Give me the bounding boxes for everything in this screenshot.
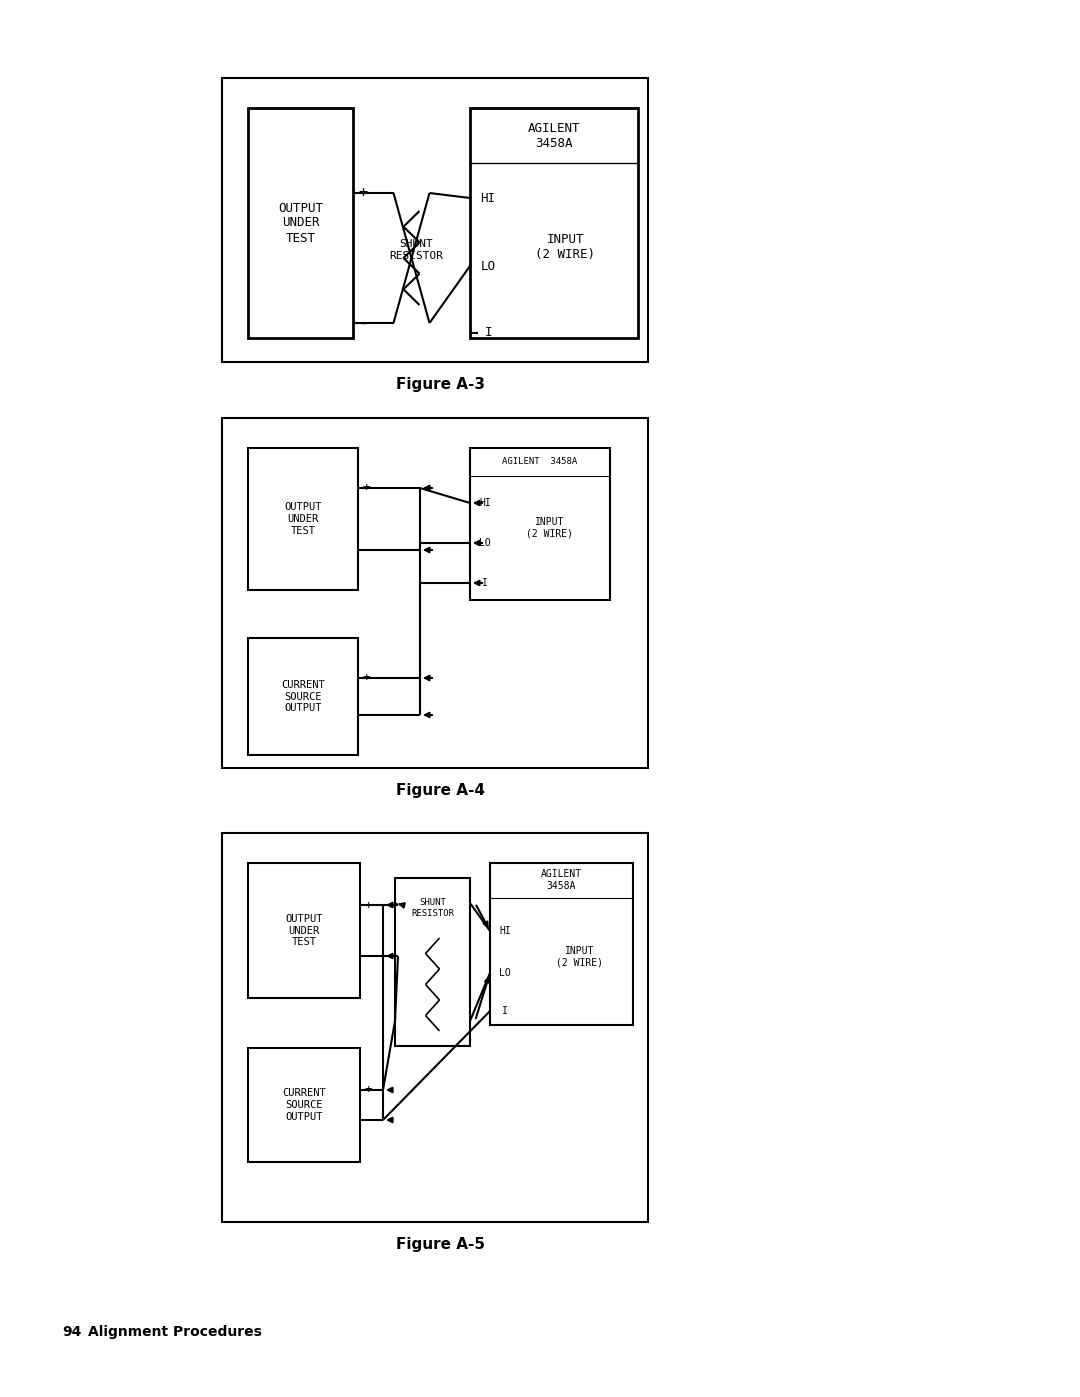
- Bar: [248, 863, 360, 997]
- Text: OUTPUT
UNDER
TEST: OUTPUT UNDER TEST: [284, 503, 322, 535]
- Text: I: I: [484, 327, 491, 339]
- Text: +: +: [362, 482, 369, 495]
- Text: HI: HI: [481, 191, 496, 204]
- Bar: [248, 448, 357, 590]
- Text: LO: LO: [480, 538, 491, 548]
- Bar: [248, 1048, 360, 1162]
- Text: OUTPUT
UNDER
TEST: OUTPUT UNDER TEST: [278, 201, 323, 244]
- Bar: [248, 108, 353, 338]
- Text: HI: HI: [499, 926, 511, 936]
- Text: CURRENT
SOURCE
OUTPUT: CURRENT SOURCE OUTPUT: [281, 680, 325, 712]
- Bar: [470, 448, 610, 599]
- Text: -: -: [359, 316, 367, 331]
- Text: INPUT
(2 WIRE): INPUT (2 WIRE): [527, 517, 573, 539]
- Text: LO: LO: [481, 260, 496, 272]
- Text: LO: LO: [499, 968, 511, 978]
- Text: CURRENT
SOURCE
OUTPUT: CURRENT SOURCE OUTPUT: [282, 1088, 326, 1122]
- Text: -: -: [364, 1113, 372, 1126]
- Text: -: -: [362, 708, 369, 721]
- Bar: [222, 78, 648, 362]
- Text: INPUT
(2 WIRE): INPUT (2 WIRE): [535, 233, 595, 261]
- Text: 94: 94: [62, 1324, 81, 1338]
- Text: I: I: [502, 1006, 508, 1016]
- Text: +: +: [364, 1084, 372, 1097]
- Text: Figure A-5: Figure A-5: [395, 1236, 485, 1252]
- Text: HI: HI: [480, 497, 491, 509]
- Bar: [222, 833, 648, 1222]
- Text: AGILENT
3458A: AGILENT 3458A: [528, 122, 580, 149]
- Text: +: +: [362, 672, 369, 685]
- Text: INPUT
(2 WIRE): INPUT (2 WIRE): [556, 946, 604, 968]
- Text: -: -: [364, 950, 372, 963]
- Bar: [222, 418, 648, 768]
- Text: Figure A-4: Figure A-4: [395, 782, 485, 798]
- Text: I: I: [482, 578, 488, 588]
- Text: OUTPUT
UNDER
TEST: OUTPUT UNDER TEST: [285, 914, 323, 947]
- Bar: [395, 877, 470, 1046]
- Text: Alignment Procedures: Alignment Procedures: [87, 1324, 261, 1338]
- Text: Figure A-3: Figure A-3: [395, 377, 485, 391]
- Text: +: +: [359, 186, 367, 201]
- Text: SHUNT
RESISTOR: SHUNT RESISTOR: [411, 898, 454, 918]
- Bar: [490, 863, 633, 1025]
- Text: AGILENT
3458A: AGILENT 3458A: [541, 869, 582, 891]
- Text: AGILENT  3458A: AGILENT 3458A: [502, 457, 578, 467]
- Text: +: +: [364, 898, 372, 911]
- Text: SHUNT
RESISTOR: SHUNT RESISTOR: [390, 239, 444, 261]
- Text: -: -: [362, 543, 369, 556]
- Bar: [248, 638, 357, 754]
- Bar: [470, 108, 638, 338]
